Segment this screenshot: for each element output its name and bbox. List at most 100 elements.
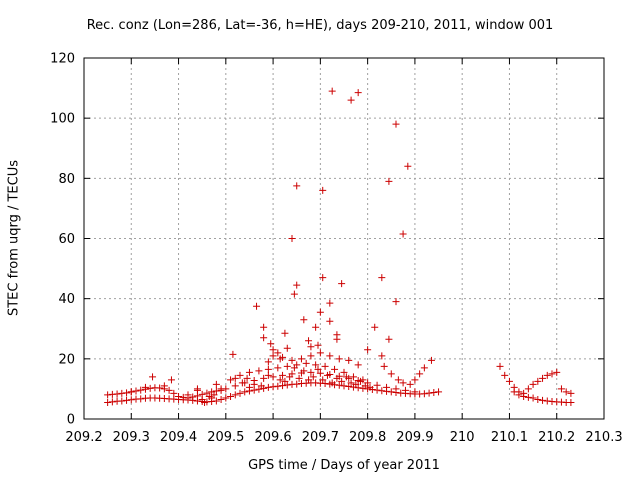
- data-point: [312, 323, 320, 331]
- data-point: [321, 362, 329, 370]
- x-tick-label: 210.1: [491, 430, 528, 445]
- data-point: [184, 391, 192, 399]
- data-point: [281, 329, 289, 337]
- y-tick-label: 0: [67, 413, 75, 428]
- data-point: [245, 368, 253, 376]
- data-point: [345, 356, 353, 364]
- data-point: [283, 362, 291, 370]
- data-point: [567, 398, 575, 406]
- data-point: [524, 385, 532, 393]
- data-point: [316, 308, 324, 316]
- data-point: [288, 356, 296, 364]
- data-point: [283, 381, 291, 389]
- data-point: [333, 335, 341, 343]
- data-point: [123, 396, 131, 404]
- data-point: [345, 383, 353, 391]
- data-point: [165, 386, 173, 394]
- data-point: [236, 389, 244, 397]
- data-point: [529, 394, 537, 402]
- data-point: [212, 380, 220, 388]
- data-point: [326, 317, 334, 325]
- data-point: [387, 370, 395, 378]
- data-point: [132, 387, 140, 395]
- data-point: [305, 376, 313, 384]
- data-point: [210, 391, 218, 399]
- data-point: [548, 370, 556, 378]
- x-tick-label: 209.7: [302, 430, 339, 445]
- data-point: [236, 371, 244, 379]
- data-point: [383, 383, 391, 391]
- data-point: [293, 182, 301, 190]
- data-point: [269, 373, 277, 381]
- data-point: [364, 346, 372, 354]
- data-point: [201, 398, 209, 406]
- data-point: [146, 384, 154, 392]
- data-point: [319, 376, 327, 384]
- data-point: [205, 392, 213, 400]
- data-point: [260, 334, 268, 342]
- data-points: [104, 87, 575, 406]
- x-tick-label: 210.2: [538, 430, 575, 445]
- data-point: [524, 393, 532, 401]
- data-point: [290, 290, 298, 298]
- y-tick-label: 20: [58, 352, 75, 367]
- data-point: [567, 389, 575, 397]
- data-point: [118, 397, 126, 405]
- data-point: [357, 377, 365, 385]
- y-tick-label: 120: [50, 52, 75, 67]
- data-point: [127, 396, 135, 404]
- data-point: [404, 162, 412, 170]
- data-point: [264, 365, 272, 373]
- data-point: [288, 235, 296, 242]
- data-point: [307, 343, 315, 351]
- data-point: [335, 355, 343, 363]
- data-point: [300, 316, 308, 324]
- data-point: [349, 373, 357, 381]
- data-point: [411, 388, 419, 396]
- data-point: [274, 349, 282, 357]
- chart-title: Rec. conz (Lon=286, Lat=-36, h=HE), days…: [86, 18, 554, 33]
- data-point: [323, 371, 331, 379]
- data-point: [118, 389, 126, 397]
- data-point: [314, 341, 322, 349]
- data-point: [543, 371, 551, 379]
- data-point: [401, 386, 409, 394]
- data-point: [243, 374, 251, 382]
- data-point: [260, 374, 268, 382]
- data-point: [501, 371, 509, 379]
- data-point: [319, 186, 327, 194]
- data-point: [366, 383, 374, 391]
- data-point: [227, 392, 235, 400]
- data-point: [307, 368, 315, 376]
- data-point: [515, 391, 523, 399]
- data-point: [269, 383, 277, 391]
- data-point: [281, 377, 289, 385]
- data-point: [227, 376, 235, 384]
- data-point: [335, 381, 343, 389]
- data-point: [108, 398, 116, 406]
- data-point: [326, 299, 334, 307]
- data-point: [328, 87, 336, 95]
- data-point: [293, 281, 301, 289]
- data-point: [373, 381, 381, 389]
- data-point: [354, 89, 362, 97]
- data-point: [193, 385, 201, 393]
- data-point: [338, 280, 346, 288]
- data-point: [104, 398, 112, 406]
- data-point: [293, 380, 301, 388]
- data-point: [286, 373, 294, 381]
- y-tick-label: 60: [58, 232, 75, 247]
- grid-lines: [84, 58, 604, 419]
- data-point: [267, 340, 275, 348]
- data-point: [283, 344, 291, 352]
- data-point: [378, 352, 386, 360]
- data-point: [321, 380, 329, 388]
- data-point: [264, 383, 272, 391]
- data-point: [553, 368, 561, 376]
- data-point: [212, 387, 220, 395]
- data-point: [276, 376, 284, 384]
- data-point: [399, 230, 407, 238]
- data-point: [113, 390, 121, 398]
- data-point: [328, 379, 336, 387]
- data-point: [305, 337, 313, 345]
